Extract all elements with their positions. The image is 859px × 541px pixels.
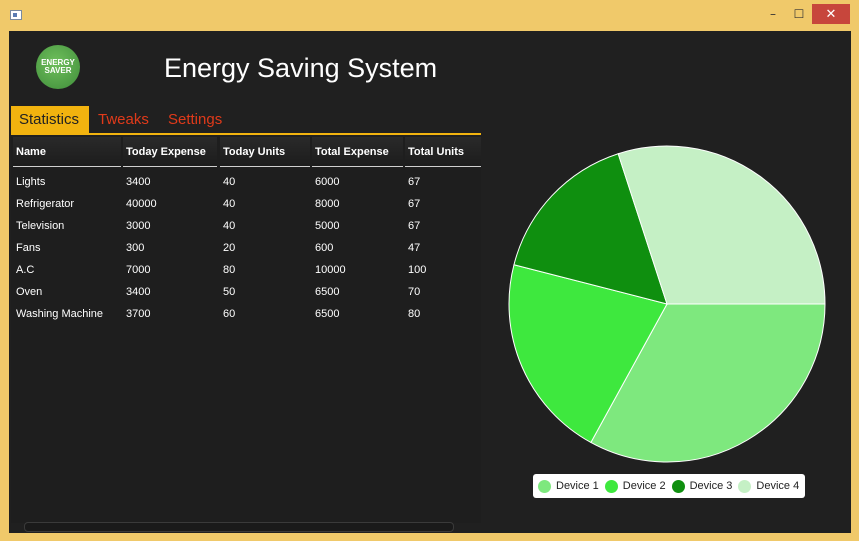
column-header-total-expense[interactable]: Total Expense (312, 137, 403, 167)
pie-slice-device-3 (513, 153, 668, 305)
column-header-name[interactable]: Name (13, 137, 121, 167)
cell-total-units: 70 (408, 286, 421, 298)
cell-today-expense: 3400 (126, 176, 151, 188)
cell-name: Oven (16, 286, 43, 298)
table-row[interactable]: Oven 3400 50 6500 70 (11, 281, 481, 303)
table-row[interactable]: Television 3000 40 5000 67 (11, 215, 481, 237)
column-header-today-units[interactable]: Today Units (220, 137, 310, 167)
cell-total-expense: 10000 (315, 264, 346, 276)
cell-total-units: 67 (408, 176, 421, 188)
app-window: ENERGY SAVER Energy Saving System Statis… (9, 31, 851, 533)
table-header: Name Today Expense Today Units Total Exp… (11, 137, 481, 169)
pie-slice-device-2 (508, 264, 668, 444)
cell-total-expense: 600 (315, 242, 334, 254)
minimize-button[interactable]: – (770, 7, 776, 21)
cell-today-expense: 3000 (126, 220, 151, 232)
cell-name: Refrigerator (16, 198, 75, 210)
cell-today-units: 60 (223, 308, 236, 320)
cell-total-units: 80 (408, 308, 421, 320)
cell-total-units: 67 (408, 220, 421, 232)
legend-label: Device 3 (689, 480, 733, 492)
legend-label: Device 1 (556, 480, 599, 492)
cell-total-expense: 6500 (315, 286, 340, 298)
cell-today-units: 50 (223, 286, 236, 298)
cell-total-expense: 6500 (315, 308, 340, 320)
table-row[interactable]: A.C 7000 80 10000 100 (11, 259, 481, 281)
tab-settings[interactable]: Settings (168, 111, 223, 128)
legend-item-device-2: Device 2 (604, 479, 666, 493)
legend-item-device-1: Device 1 (538, 479, 599, 493)
cell-today-expense: 7000 (126, 264, 151, 276)
cell-total-units: 67 (408, 198, 421, 210)
legend-item-device-3: Device 3 (671, 479, 733, 493)
device-pie-chart (508, 145, 826, 463)
cell-total-expense: 6000 (315, 176, 340, 188)
cell-total-expense: 8000 (315, 198, 340, 210)
tab-underline (11, 133, 481, 135)
table-row[interactable]: Fans 300 20 600 47 (11, 237, 481, 259)
legend-label: Device 2 (622, 480, 666, 492)
logo-text-line2: SAVER (44, 66, 72, 75)
cell-name: Washing Machine (16, 308, 104, 320)
cell-today-units: 20 (223, 242, 236, 254)
cell-name: Television (16, 220, 65, 232)
legend-swatch (538, 479, 551, 493)
cell-today-units: 40 (223, 176, 236, 188)
cell-today-expense: 3400 (126, 286, 151, 298)
tab-statistics[interactable]: Statistics (11, 106, 89, 134)
energy-saver-logo: ENERGY SAVER (36, 45, 80, 89)
cell-today-expense: 300 (126, 242, 145, 254)
pie-slice-device-4 (617, 145, 826, 305)
window-app-icon (10, 10, 22, 20)
maximize-button[interactable]: ☐ (793, 7, 805, 21)
cell-name: Fans (16, 242, 41, 254)
legend-item-device-4: Device 4 (738, 479, 800, 493)
cell-name: Lights (16, 176, 46, 188)
close-button[interactable]: ✕ (812, 4, 850, 24)
cell-total-units: 100 (408, 264, 427, 276)
cell-today-expense: 40000 (126, 198, 157, 210)
device-table: Name Today Expense Today Units Total Exp… (11, 137, 481, 523)
legend-swatch (604, 479, 618, 493)
legend-label: Device 4 (756, 480, 800, 492)
table-horizontal-scrollbar[interactable] (24, 522, 454, 532)
table-row[interactable]: Lights 3400 40 6000 67 (11, 171, 481, 193)
column-header-total-units[interactable]: Total Units (405, 137, 481, 167)
table-row[interactable]: Washing Machine 3700 60 6500 80 (11, 303, 481, 325)
logo-text-line1: ENERGY (41, 58, 75, 67)
app-title: Energy Saving System (164, 53, 438, 83)
cell-today-units: 40 (223, 220, 236, 232)
legend-swatch (671, 479, 685, 493)
cell-name: A.C (16, 264, 35, 276)
tab-tweaks[interactable]: Tweaks (98, 111, 149, 128)
cell-today-units: 80 (223, 264, 236, 276)
legend-swatch (738, 479, 752, 493)
cell-total-expense: 5000 (315, 220, 340, 232)
cell-today-expense: 3700 (126, 308, 151, 320)
chart-legend: Device 1 Device 2 Device 3 Device 4 (533, 474, 805, 498)
pie-slice-device-1 (590, 303, 826, 463)
title-bar: – ☐ ✕ (0, 0, 859, 30)
cell-today-units: 40 (223, 198, 236, 210)
cell-total-units: 47 (408, 242, 421, 254)
table-row[interactable]: Refrigerator 40000 40 8000 67 (11, 193, 481, 215)
column-header-today-expense[interactable]: Today Expense (123, 137, 217, 167)
